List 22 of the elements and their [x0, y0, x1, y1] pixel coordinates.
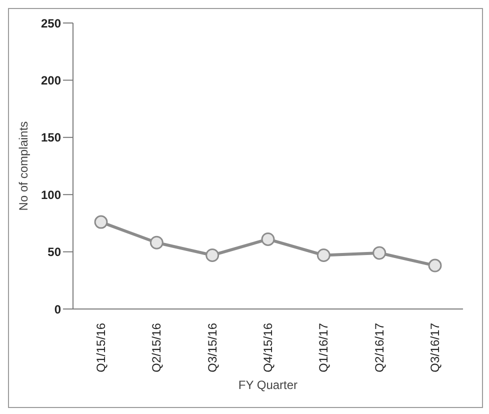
x-tick-label: Q3/15/16: [205, 322, 220, 372]
y-tick-label: 100: [40, 188, 62, 202]
point: [150, 236, 164, 250]
x-tick-label: Q2/15/16: [150, 322, 164, 372]
point: [316, 248, 330, 262]
x-tick-label: Q2/16/17: [372, 322, 386, 372]
y-tick-label: 200: [40, 73, 62, 88]
point: [428, 258, 442, 272]
x-tick-label: Q3/16/17: [428, 322, 442, 372]
x-tick-label: Q1/16/17: [316, 322, 331, 372]
point: [94, 215, 108, 229]
x-tick-label: Q1/15/16: [94, 322, 108, 372]
x-tick-label: Q4/15/16: [261, 322, 275, 372]
y-tick-label: 150: [40, 130, 62, 145]
point: [372, 246, 386, 260]
x-axis-title: FY Quarter: [238, 378, 298, 392]
y-tick-label: 0: [54, 302, 62, 316]
point: [206, 248, 220, 262]
y-tick-label: 250: [40, 16, 62, 30]
y-tick-label: 50: [48, 245, 62, 260]
y-axis-title: No of complaints: [16, 121, 30, 211]
point: [261, 232, 275, 246]
